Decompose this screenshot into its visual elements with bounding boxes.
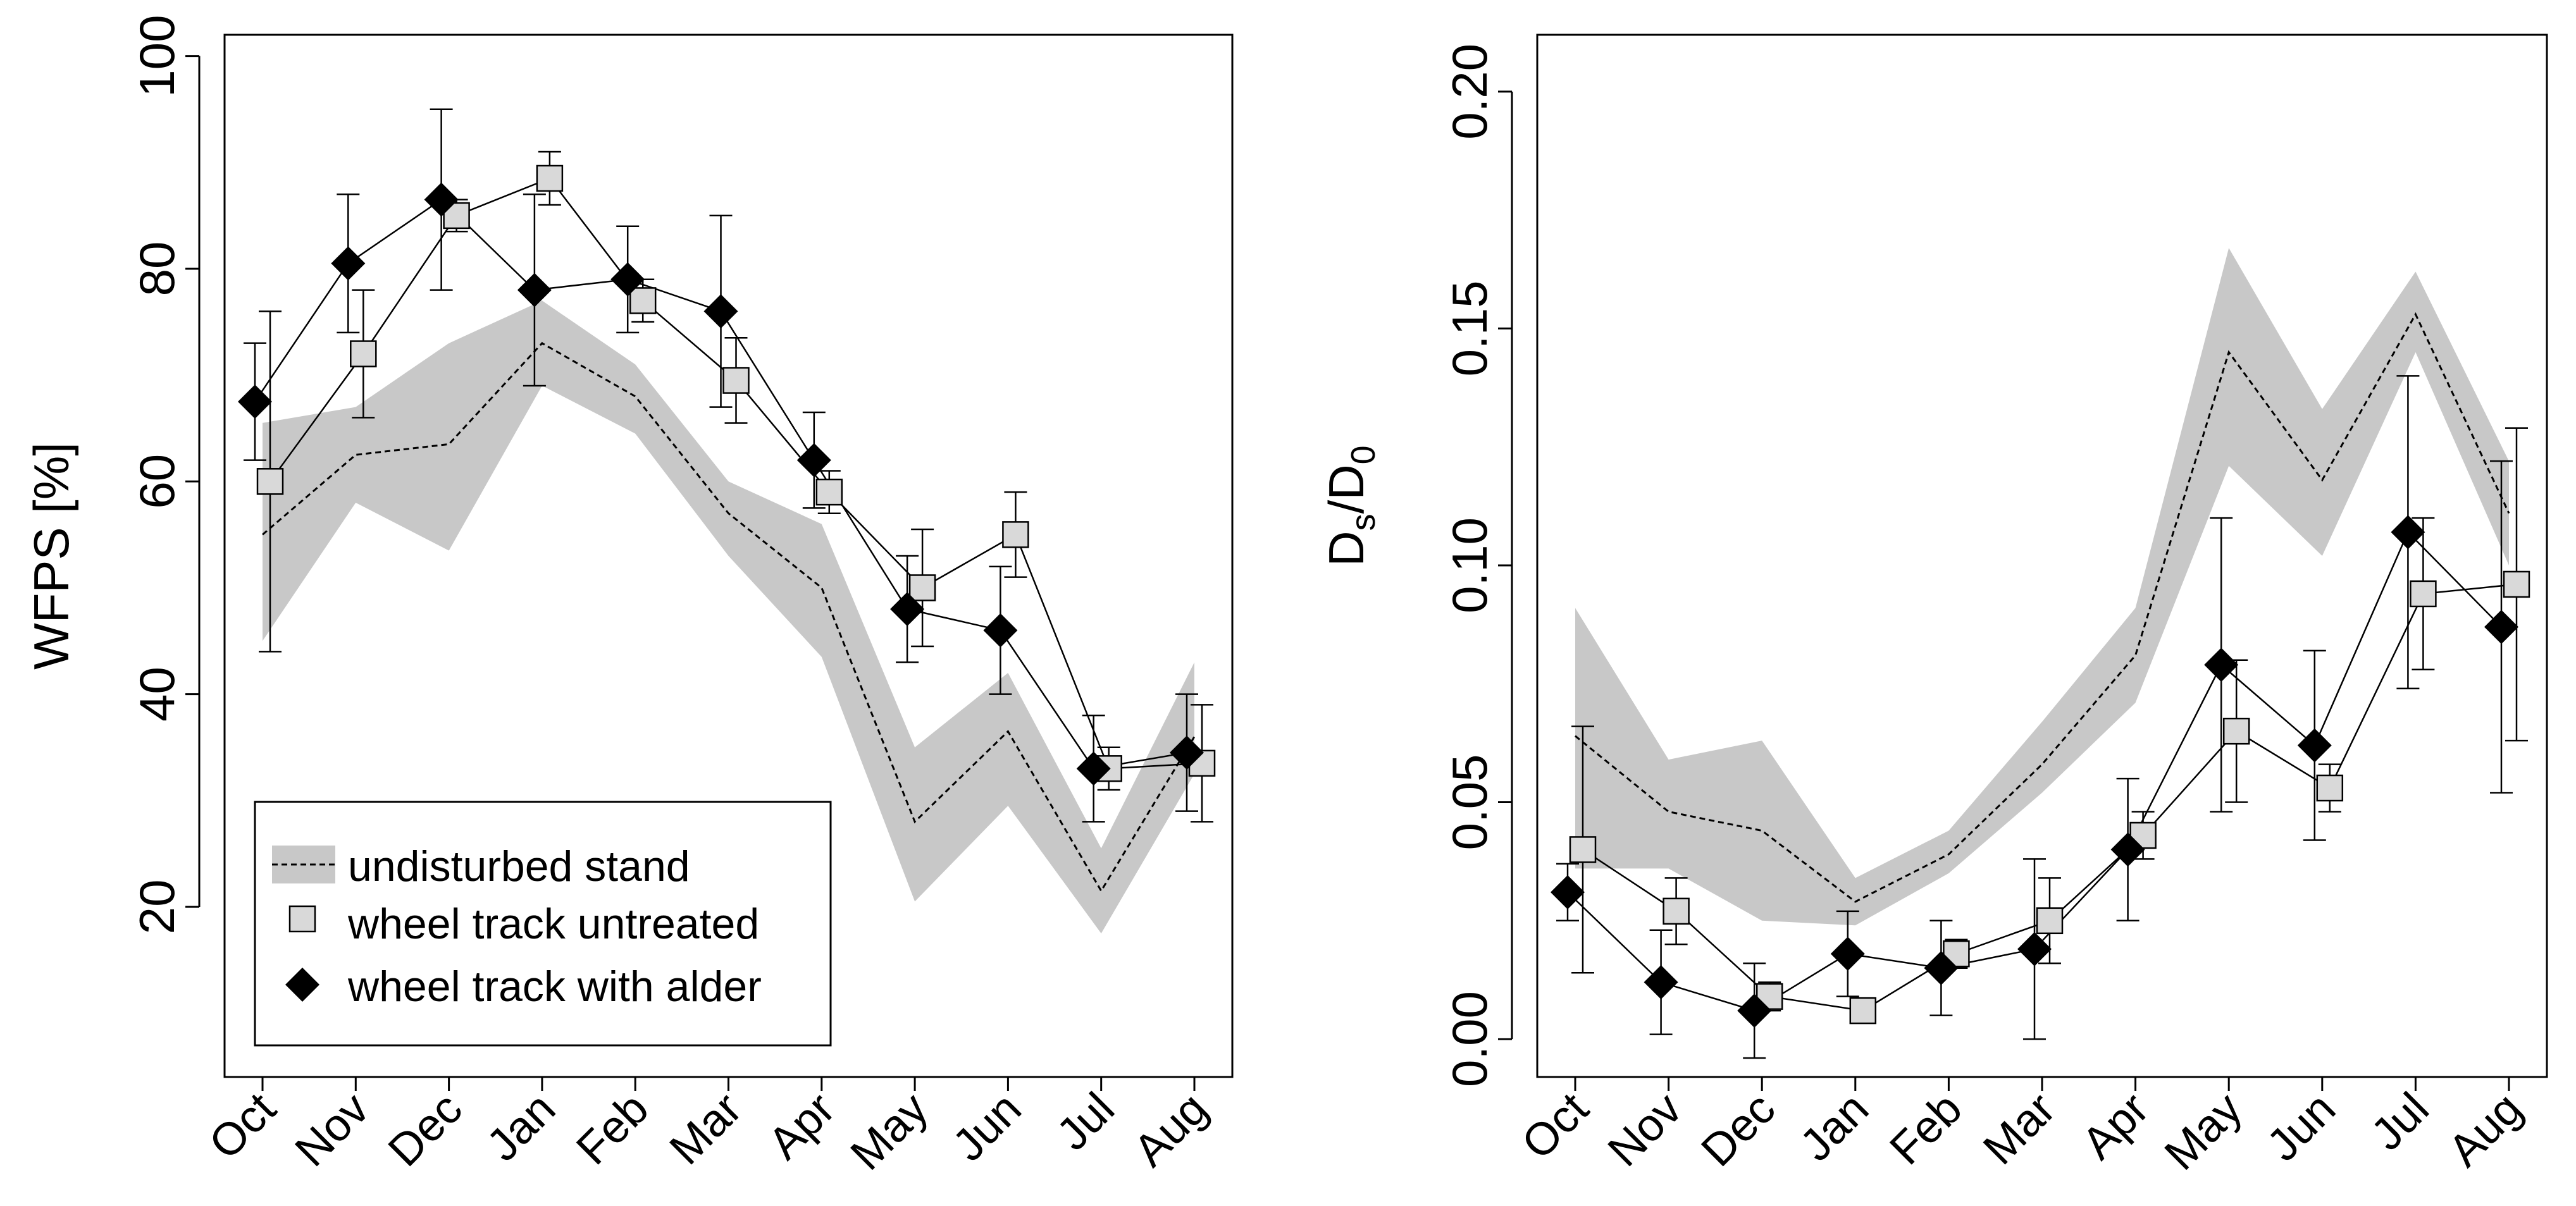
x-tick-label: Oct bbox=[1513, 1083, 1599, 1169]
y-tick-label: 40 bbox=[129, 667, 185, 722]
ylabel-sub-s: s bbox=[1344, 514, 1382, 531]
alder-diamond-marker bbox=[2204, 648, 2239, 682]
x-tick-label: Feb bbox=[567, 1083, 658, 1174]
x-tick-label: Aug bbox=[2439, 1083, 2532, 1176]
x-tick-label: May bbox=[841, 1083, 938, 1180]
legend-label-untreated: wheel track untreated bbox=[347, 900, 759, 948]
alder-diamond-marker bbox=[890, 592, 925, 627]
alder-diamond-marker bbox=[2297, 728, 2332, 763]
alder-diamond-marker bbox=[2110, 832, 2145, 867]
x-tick-label: Jan bbox=[478, 1083, 566, 1171]
undisturbed-range-band bbox=[263, 300, 1194, 933]
y-tick-label: 80 bbox=[129, 242, 185, 297]
alder-diamond-marker bbox=[2017, 932, 2052, 966]
x-tick-label: Nov bbox=[1599, 1083, 1692, 1176]
alder-diamond-marker bbox=[2484, 610, 2518, 644]
untreated-square-marker bbox=[815, 478, 843, 506]
ylabel-slash-d: /D bbox=[1318, 464, 1374, 514]
alder-diamond-marker bbox=[331, 246, 366, 281]
x-tick-label: Jun bbox=[943, 1083, 1031, 1171]
alder-diamond-marker bbox=[1644, 965, 1678, 1000]
legend-square-marker bbox=[288, 905, 316, 933]
x-tick-label: Jul bbox=[2362, 1083, 2439, 1160]
alder-diamond-marker bbox=[796, 443, 831, 477]
legend-label-undisturbed: undisturbed stand bbox=[348, 842, 690, 890]
alder-diamond-marker bbox=[238, 385, 272, 419]
y-tick-label: 0.10 bbox=[1442, 517, 1497, 613]
y-tick-label: 20 bbox=[129, 880, 185, 935]
alder-diamond-marker bbox=[1924, 951, 1959, 985]
untreated-square-marker bbox=[2503, 570, 2530, 598]
untreated-square-marker bbox=[629, 287, 657, 314]
untreated-square-marker bbox=[1663, 897, 1690, 925]
x-tick-label: Dec bbox=[1692, 1083, 1785, 1176]
alder-diamond-marker bbox=[424, 182, 459, 217]
x-tick-label: Apr bbox=[2072, 1083, 2158, 1169]
legend-label-alder: wheel track with alder bbox=[347, 963, 762, 1011]
wfps-y-axis-label: WFPS [%] bbox=[23, 442, 79, 670]
x-tick-label: May bbox=[2155, 1083, 2252, 1180]
y-tick-label: 60 bbox=[129, 454, 185, 509]
ylabel-d: D bbox=[1318, 531, 1374, 566]
x-tick-label: Dec bbox=[379, 1083, 472, 1176]
y-tick-label: 0.15 bbox=[1442, 281, 1497, 377]
y-tick-label: 0.00 bbox=[1442, 991, 1497, 1087]
untreated-square-marker bbox=[1569, 836, 1597, 863]
x-tick-label: Jun bbox=[2257, 1083, 2345, 1171]
alder-diamond-marker bbox=[517, 273, 552, 307]
diffusivity-y-axis-label: Ds/D0 bbox=[1318, 445, 1382, 566]
untreated-square-marker bbox=[2410, 580, 2437, 608]
legend-box bbox=[254, 801, 832, 1047]
untreated-square-marker bbox=[908, 574, 936, 601]
alder-diamond-marker bbox=[1076, 751, 1111, 786]
diffusivity-y-axis: 0.00 0.05 0.10 0.15 0.20 bbox=[1442, 44, 1513, 1087]
untreated-square-marker bbox=[2316, 774, 2344, 802]
x-tick-label: Jan bbox=[1790, 1083, 1878, 1171]
wfps-undisturbed-band bbox=[262, 300, 1196, 933]
untreated-square-marker bbox=[2036, 907, 2064, 935]
alder-diamond-marker bbox=[983, 613, 1018, 648]
y-tick-label: 0.05 bbox=[1442, 754, 1497, 851]
wfps-series-markers bbox=[238, 164, 1216, 786]
alder-diamond-marker bbox=[610, 262, 645, 297]
untreated-square-marker bbox=[1002, 521, 1029, 548]
diffusivity-series-markers bbox=[1551, 515, 2530, 1028]
untreated-square-marker bbox=[256, 468, 284, 495]
alder-diamond-marker bbox=[1170, 735, 1204, 770]
x-tick-label: Mar bbox=[1974, 1083, 2065, 1174]
alder-diamond-marker bbox=[703, 294, 738, 329]
diffusivity-panel: 0.000.050.100.150.20 Oct Nov Dec Jan Feb Mar A… bbox=[1318, 34, 2548, 1180]
untreated-square-marker bbox=[1849, 997, 1877, 1024]
untreated-square-marker bbox=[350, 340, 377, 367]
x-tick-label: Nov bbox=[286, 1083, 379, 1176]
x-tick-label: Aug bbox=[1124, 1083, 1217, 1176]
alder-diamond-marker bbox=[2391, 515, 2425, 550]
x-tick-label: Apr bbox=[759, 1083, 845, 1169]
alder-diamond-marker bbox=[1551, 875, 1585, 909]
x-tick-label: Mar bbox=[660, 1083, 752, 1174]
ylabel-sub-0: 0 bbox=[1344, 445, 1382, 464]
x-tick-label: Oct bbox=[200, 1083, 286, 1169]
untreated-square-marker bbox=[536, 164, 564, 192]
untreated-square-marker bbox=[2222, 717, 2250, 745]
diffusivity-undisturbed-band bbox=[1575, 248, 2510, 926]
alder-diamond-marker bbox=[1830, 937, 1865, 971]
x-tick-label: Jul bbox=[1047, 1083, 1124, 1160]
undisturbed-mean-line bbox=[262, 341, 1196, 893]
y-tick-label: 100 bbox=[129, 15, 185, 97]
alder-diamond-marker bbox=[1737, 994, 1772, 1028]
undisturbed-range-band bbox=[1575, 248, 2509, 926]
undisturbed-mean-line bbox=[1575, 312, 2510, 903]
wfps-y-axis: 20 40 60 80 100 bbox=[129, 15, 201, 935]
untreated-square-marker bbox=[722, 367, 750, 394]
legend-diamond-marker bbox=[285, 968, 319, 1002]
legend: undisturbed stand wheel track untreated … bbox=[254, 801, 832, 1047]
y-tick-label: 0.20 bbox=[1442, 44, 1497, 140]
x-tick-label: Feb bbox=[1880, 1083, 1971, 1174]
